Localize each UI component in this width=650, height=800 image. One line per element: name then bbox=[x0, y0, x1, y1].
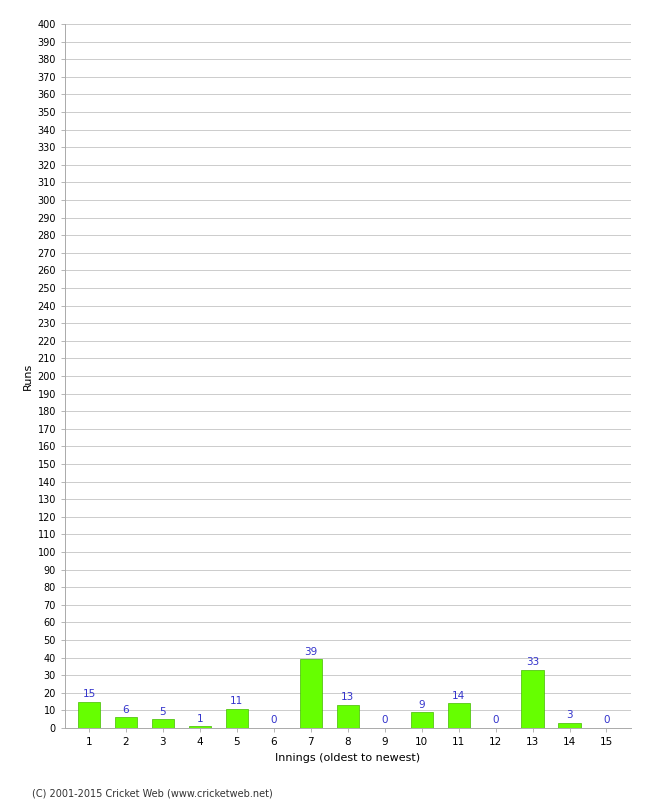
Text: 6: 6 bbox=[123, 705, 129, 715]
Bar bbox=[226, 709, 248, 728]
Bar bbox=[337, 705, 359, 728]
Text: 0: 0 bbox=[492, 715, 499, 726]
Text: 0: 0 bbox=[270, 715, 277, 726]
Text: 39: 39 bbox=[304, 646, 317, 657]
Bar bbox=[448, 703, 470, 728]
Text: 1: 1 bbox=[196, 714, 203, 724]
Text: 15: 15 bbox=[83, 689, 96, 699]
Text: 9: 9 bbox=[419, 699, 425, 710]
Text: 13: 13 bbox=[341, 693, 354, 702]
Bar bbox=[115, 718, 137, 728]
Text: 0: 0 bbox=[603, 715, 610, 726]
Bar bbox=[188, 726, 211, 728]
Text: 33: 33 bbox=[526, 658, 540, 667]
Bar bbox=[521, 670, 543, 728]
Text: 3: 3 bbox=[566, 710, 573, 720]
X-axis label: Innings (oldest to newest): Innings (oldest to newest) bbox=[275, 753, 421, 762]
Bar bbox=[78, 702, 100, 728]
Bar bbox=[411, 712, 433, 728]
Bar bbox=[300, 659, 322, 728]
Bar bbox=[558, 722, 580, 728]
Bar bbox=[152, 719, 174, 728]
Text: 5: 5 bbox=[160, 706, 166, 717]
Text: 11: 11 bbox=[230, 696, 244, 706]
Text: (C) 2001-2015 Cricket Web (www.cricketweb.net): (C) 2001-2015 Cricket Web (www.cricketwe… bbox=[32, 788, 273, 798]
Text: 0: 0 bbox=[382, 715, 388, 726]
Y-axis label: Runs: Runs bbox=[23, 362, 33, 390]
Text: 14: 14 bbox=[452, 690, 465, 701]
